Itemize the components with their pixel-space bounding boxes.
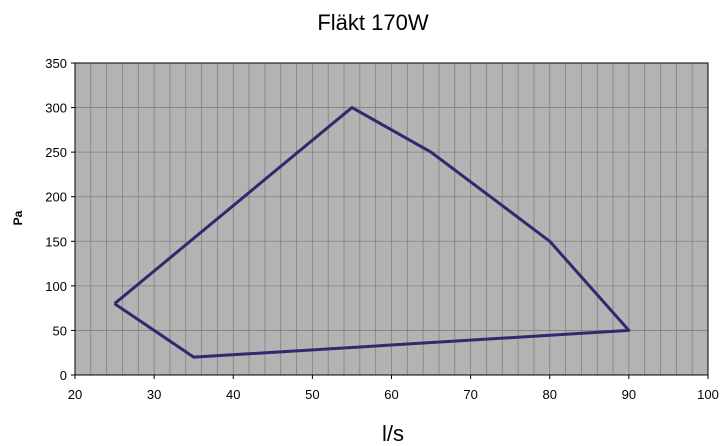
- y-tick-label: 200: [45, 190, 67, 205]
- series-line: [113, 106, 631, 359]
- y-tick-label: 0: [60, 368, 67, 383]
- x-tick-label: 20: [68, 387, 82, 402]
- x-tick-label: 80: [543, 387, 557, 402]
- y-tick-label: 300: [45, 101, 67, 116]
- chart-title: Fläkt 170W: [317, 10, 428, 35]
- grid: [75, 63, 708, 375]
- series: [113, 106, 631, 359]
- y-tick-label: 350: [45, 56, 67, 71]
- y-tick-label: 50: [53, 323, 67, 338]
- x-tick-label: 30: [147, 387, 161, 402]
- x-tick-label: 60: [384, 387, 398, 402]
- y-tick-label: 150: [45, 234, 67, 249]
- x-axis-label: l/s: [382, 421, 404, 446]
- x-tick-label: 100: [697, 387, 719, 402]
- x-tick-label: 70: [463, 387, 477, 402]
- y-axis-label: Pa: [11, 210, 25, 225]
- x-tick-label: 50: [305, 387, 319, 402]
- x-tick-label: 40: [226, 387, 240, 402]
- x-tick-label: 90: [622, 387, 636, 402]
- y-tick-label: 100: [45, 279, 67, 294]
- tick-labels: 20 30 40 50 60 70 80 90 100 0 50 100 150 200 250 300 350: [45, 56, 719, 402]
- y-tick-label: 250: [45, 145, 67, 160]
